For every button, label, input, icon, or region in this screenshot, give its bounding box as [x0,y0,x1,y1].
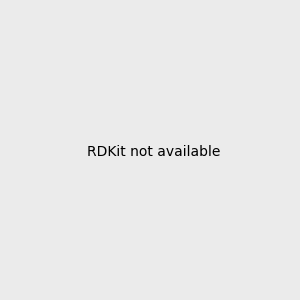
Text: RDKit not available: RDKit not available [87,145,220,158]
